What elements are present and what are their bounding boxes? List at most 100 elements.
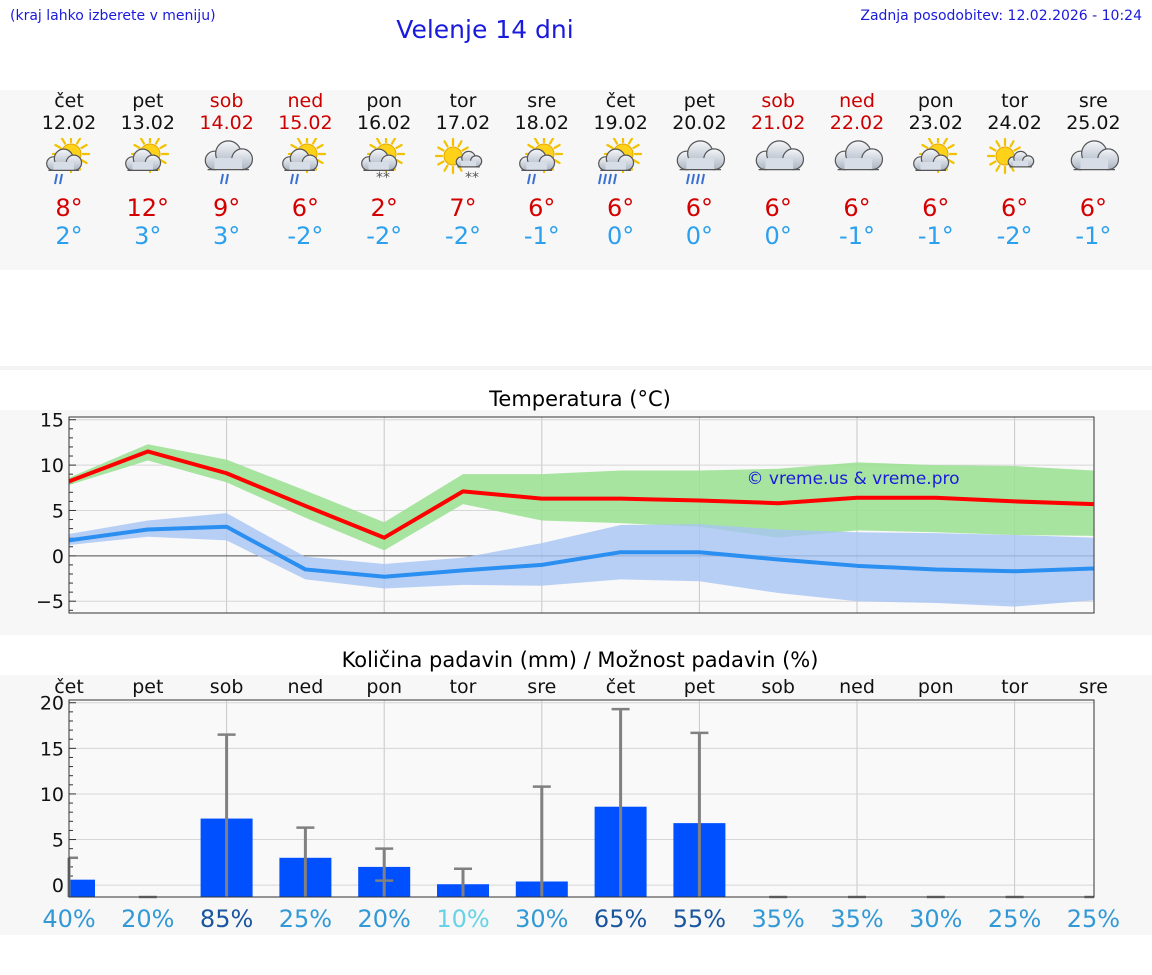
day-axis-label: čet bbox=[606, 676, 636, 698]
day-date: 21.02 bbox=[750, 112, 806, 134]
watermark: © vreme.us & vreme.pro bbox=[746, 469, 959, 489]
precipitation-probability: 25% bbox=[1067, 905, 1120, 933]
day-forecast: sob 14.02 9° 3° bbox=[187, 90, 267, 250]
day-name: tor bbox=[1001, 90, 1029, 112]
day-axis-label: tor bbox=[450, 676, 477, 698]
max-temperature: 6° bbox=[685, 194, 714, 222]
day-axis-label: pet bbox=[132, 676, 163, 698]
max-temperature-line bbox=[68, 449, 1094, 540]
min-temperature: -2° bbox=[445, 222, 481, 250]
precipitation-chart: 20 15 10 5 0 čet pet sob ned pon tor sre čet pet sob ne… bbox=[40, 676, 1120, 933]
min-temperature: 0° bbox=[685, 222, 714, 250]
min-temperature: -2° bbox=[996, 222, 1033, 250]
day-axis-label: sre bbox=[1079, 676, 1108, 698]
max-temperature: 6° bbox=[922, 194, 950, 222]
day-date: 23.02 bbox=[908, 112, 963, 134]
day-date: 14.02 bbox=[199, 112, 254, 134]
precipitation-probability: 20% bbox=[121, 905, 174, 933]
min-temperature: -2° bbox=[366, 222, 403, 250]
plot-frame bbox=[68, 699, 1095, 898]
max-temperature: 6° bbox=[764, 194, 792, 222]
sun-cloud-icon bbox=[124, 138, 169, 174]
max-temperature: 6° bbox=[606, 194, 635, 222]
precipitation-probability: 35% bbox=[830, 905, 883, 933]
day-forecast: ned 15.02 6° -2° bbox=[265, 90, 345, 250]
y-tick-label: 15 bbox=[40, 410, 64, 432]
min-temperature: -1° bbox=[839, 222, 875, 250]
precipitation-probability: 30% bbox=[515, 905, 568, 933]
day-forecast: pon 23.02 6° -1° bbox=[896, 90, 976, 250]
max-temperature: 7° bbox=[449, 194, 477, 222]
cloud-rain-icon bbox=[204, 140, 253, 185]
day-name: sob bbox=[209, 90, 244, 112]
day-date: 24.02 bbox=[987, 112, 1042, 134]
day-forecast: sre 25.02 6° -1° bbox=[1053, 90, 1133, 250]
sun-cloud-rain-icon bbox=[518, 138, 563, 185]
day-name: pet bbox=[132, 90, 164, 112]
day-forecast: pet 20.02 6° 0° bbox=[659, 90, 739, 250]
day-name: čet bbox=[54, 90, 84, 112]
day-date: 22.02 bbox=[829, 112, 885, 134]
min-temperature: -1° bbox=[1075, 222, 1112, 250]
day-name: sre bbox=[1078, 90, 1108, 112]
day-axis-label: pon bbox=[366, 676, 402, 698]
y-tick-label: 10 bbox=[40, 455, 64, 477]
min-temperature-line bbox=[68, 524, 1094, 579]
min-temperature: 3° bbox=[134, 222, 162, 250]
min-temperature: 0° bbox=[764, 222, 792, 250]
section-divider bbox=[0, 366, 1152, 370]
y-tick-label: 15 bbox=[40, 738, 64, 760]
day-forecast: tor 24.02 6° -2° bbox=[975, 90, 1055, 250]
day-forecast: čet 12.02 8° 2° bbox=[29, 90, 109, 250]
precipitation-probability: 40% bbox=[42, 905, 95, 933]
day-name: čet bbox=[605, 90, 636, 112]
min-temperature: 0° bbox=[606, 222, 635, 250]
day-date: 20.02 bbox=[672, 112, 727, 134]
sun-cloud-rain-icon bbox=[46, 138, 91, 185]
precipitation-chart-title: Količina padavin (mm) / Možnost padavin … bbox=[341, 648, 819, 672]
sun-cloud-heavyrain-icon bbox=[597, 138, 642, 185]
last-updated: Zadnja posodobitev: 12.02.2026 - 10:24 bbox=[860, 8, 1142, 24]
y-tick-label: 10 bbox=[40, 784, 64, 806]
day-forecast: sob 21.02 6° 0° bbox=[738, 90, 818, 250]
max-temperature: 6° bbox=[1000, 194, 1029, 222]
day-axis-label: pon bbox=[918, 676, 954, 698]
day-name: ned bbox=[287, 90, 324, 112]
precipitation-probability: 25% bbox=[988, 905, 1041, 933]
precipitation-probability: 35% bbox=[752, 905, 805, 933]
cloud-icon bbox=[834, 140, 884, 171]
cloud-icon bbox=[1071, 140, 1120, 171]
plot-frame bbox=[68, 416, 1095, 614]
sun-cloud-snow-icon: ** bbox=[361, 138, 406, 186]
page-title: Velenje 14 dni bbox=[396, 15, 574, 44]
day-axis-label: sob bbox=[761, 676, 795, 698]
region-select-note[interactable]: (kraj lahko izberete v meniju) bbox=[10, 8, 216, 24]
min-temperature: 2° bbox=[55, 222, 83, 250]
day-name: pet bbox=[683, 90, 715, 112]
day-name: pon bbox=[366, 90, 403, 112]
precipitation-probability: 65% bbox=[594, 905, 647, 933]
temperature-chart: 15 10 5 0 −5 © vreme.us & vreme.pro bbox=[36, 410, 1095, 614]
day-axis-label: sre bbox=[527, 676, 556, 698]
min-temperature: -1° bbox=[917, 222, 954, 250]
sun-smallcloud-snow-icon: ** bbox=[435, 138, 483, 186]
y-tick-label: 5 bbox=[52, 830, 64, 852]
day-forecast: sre 18.02 6° -1° bbox=[502, 90, 582, 250]
forecast-strip: čet 12.02 8° 2° pet 13.02 12° 3° sob 14.02 9° 3° ned… bbox=[0, 90, 1152, 270]
svg-text:**: ** bbox=[465, 170, 479, 186]
day-forecast: pet 13.02 12° 3° bbox=[108, 90, 188, 250]
max-temperature: 8° bbox=[55, 194, 83, 222]
day-date: 25.02 bbox=[1066, 112, 1121, 134]
day-name: pon bbox=[917, 90, 954, 112]
sun-smallcloud-icon bbox=[986, 138, 1034, 175]
day-axis-label: pet bbox=[684, 676, 715, 698]
max-temperature: 6° bbox=[843, 194, 871, 222]
day-date: 15.02 bbox=[278, 112, 333, 134]
y-tick-label: 0 bbox=[52, 875, 64, 897]
y-tick-label: 5 bbox=[52, 500, 64, 522]
day-date: 16.02 bbox=[356, 112, 412, 134]
day-date: 18.02 bbox=[514, 112, 569, 134]
day-name: ned bbox=[839, 90, 875, 112]
max-temperature: 6° bbox=[528, 194, 556, 222]
day-name: tor bbox=[449, 90, 477, 112]
